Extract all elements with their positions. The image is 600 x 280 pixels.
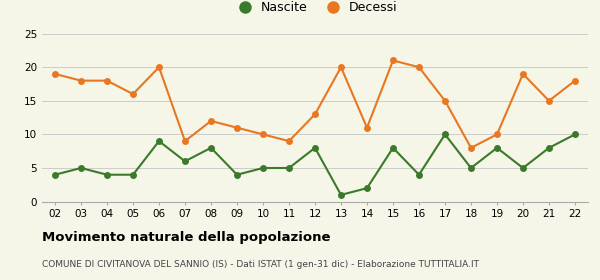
Legend: Nascite, Decessi: Nascite, Decessi xyxy=(227,0,403,19)
Text: Movimento naturale della popolazione: Movimento naturale della popolazione xyxy=(42,231,331,244)
Text: COMUNE DI CIVITANOVA DEL SANNIO (IS) - Dati ISTAT (1 gen-31 dic) - Elaborazione : COMUNE DI CIVITANOVA DEL SANNIO (IS) - D… xyxy=(42,260,479,269)
